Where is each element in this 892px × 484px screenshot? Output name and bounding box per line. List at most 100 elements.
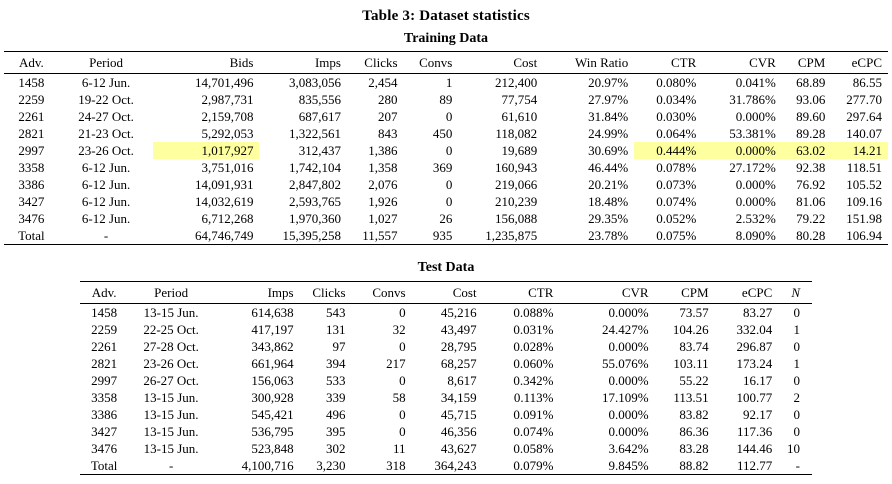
column-header: Clicks — [346, 51, 404, 74]
table-cell: 79.22 — [796, 210, 826, 226]
table-cell: 45,216 — [440, 304, 477, 320]
table-cell: 0 — [399, 406, 406, 422]
table-cell: 86.36 — [679, 423, 709, 439]
table-cell: 0.028% — [513, 338, 554, 354]
table-cell: 3,751,016 — [201, 159, 254, 175]
table-cell: 23-26 Oct. — [78, 142, 134, 158]
table-cell: 3358 — [18, 159, 45, 175]
table-cell: 1,926 — [368, 193, 398, 209]
table-cell: 14,091,931 — [194, 176, 254, 192]
table-cell: 81.06 — [796, 193, 826, 209]
table-cell: 13-15 Jun. — [143, 406, 199, 422]
column-header: Adv. — [80, 281, 129, 304]
table-cell: 4,100,716 — [213, 457, 300, 475]
table-cell: 545,421 — [251, 406, 294, 422]
table-cell: 0.000% — [702, 142, 782, 159]
table-cell: 64,746,749 — [153, 227, 260, 245]
table-cell: 0 — [793, 304, 801, 320]
table-row: 2821 21-23 Oct. 5,292,053 1,322,561 843 450 11… — [4, 125, 888, 142]
table-cell: 26-27 Oct. — [143, 372, 199, 388]
table-cell: 6-12 Jun. — [81, 74, 131, 90]
table-cell: 2.532% — [735, 210, 776, 226]
table-cell: 144.46 — [736, 440, 773, 456]
table-cell: 0.000% — [735, 108, 776, 124]
table-cell: 0.342% — [513, 372, 554, 388]
table-cell: 14,701,496 — [194, 74, 254, 90]
table-cell: 369 — [432, 159, 453, 175]
table-cell: 3.642% — [608, 440, 649, 456]
table-cell: 0.000% — [735, 193, 776, 209]
table-cell: - — [58, 227, 154, 245]
table-cell: 2261 — [91, 338, 118, 354]
table-cell: 77,754 — [501, 91, 538, 107]
training-table-head: Adv. Period Bids Imps Clicks Convs Cost Win Rat… — [4, 51, 888, 74]
table-cell: 687,617 — [298, 108, 341, 124]
table-cell: 496 — [326, 406, 346, 422]
table-cell: 92.17 — [743, 406, 773, 422]
table-cell: 20.97% — [588, 74, 629, 90]
table-cell: 0.000% — [735, 176, 776, 192]
table-cell: 3358 — [91, 389, 118, 405]
table-cell: 0 — [445, 193, 453, 209]
table-cell: 24.427% — [601, 321, 649, 337]
table-cell: 296.87 — [736, 338, 773, 354]
table-cell: 2,454 — [368, 74, 398, 90]
table-cell: 55.22 — [679, 372, 709, 388]
table-cell: 23.78% — [543, 227, 635, 245]
table-cell: 533 — [326, 372, 346, 388]
table-cell: 210,239 — [494, 193, 538, 209]
table-cell: 89 — [439, 91, 453, 107]
header-row: Adv. Period Bids Imps Clicks Convs Cost Win Rat… — [4, 51, 888, 74]
table-cell: 0.078% — [656, 159, 697, 175]
table-cell: 17.109% — [601, 389, 649, 405]
table-cell: 13-15 Jun. — [143, 304, 199, 320]
table-cell: 156,063 — [251, 372, 294, 388]
table-cell: 318 — [351, 457, 412, 475]
table-cell: 27.172% — [729, 159, 776, 175]
table-cell: 58 — [392, 389, 406, 405]
table-cell: 277.70 — [846, 91, 882, 107]
table-cell: 118,082 — [495, 125, 538, 141]
table-cell: 6-12 Jun. — [81, 176, 131, 192]
table-cell: 0.058% — [513, 440, 554, 456]
table-cell: 24.99% — [588, 125, 629, 141]
table-cell: 117.36 — [736, 423, 773, 439]
table-cell: 1 — [445, 74, 453, 90]
table-cell: 543 — [326, 304, 346, 320]
table-row: 2259 22-25 Oct. 417,197 131 32 43,497 0.031% 24… — [80, 321, 812, 338]
table-cell: 31.786% — [729, 91, 776, 107]
table-cell: 23-26 Oct. — [143, 355, 199, 371]
table-cell: Total — [80, 457, 129, 475]
table-cell: 6-12 Jun. — [81, 159, 131, 175]
table-cell: 61,610 — [501, 108, 538, 124]
table-cell: 76.92 — [796, 176, 826, 192]
table-cell: 14.21 — [831, 142, 888, 159]
table-cell: 0 — [793, 406, 801, 422]
table-row: 1458 13-15 Jun. 614,638 543 0 45,216 0.088% 0.0… — [80, 304, 812, 322]
table-cell: 100.77 — [736, 389, 773, 405]
table-cell: 0 — [399, 423, 406, 439]
table-cell: 118.51 — [846, 159, 882, 175]
table-cell: 46,356 — [440, 423, 477, 439]
table-cell: 14,032,619 — [194, 193, 254, 209]
table-cell: 3476 — [18, 210, 45, 226]
table-cell: 3,230 — [299, 457, 352, 475]
table-cell: 13-15 Jun. — [143, 389, 199, 405]
table-cell: 395 — [326, 423, 346, 439]
table-cell: 43,497 — [440, 321, 477, 337]
table-cell: 339 — [326, 389, 346, 405]
test-table-head: Adv. Period Imps Clicks Convs Cost CTR CVR CPM eC… — [80, 281, 812, 304]
table-cell: 45,715 — [440, 406, 477, 422]
table-cell: 83.28 — [679, 440, 709, 456]
table-cell: - — [778, 457, 812, 475]
table-cell: 1458 — [18, 74, 45, 90]
table-cell: 0.000% — [608, 338, 649, 354]
table-row: 3386 6-12 Jun. 14,091,931 2,847,802 2,076 0 21… — [4, 176, 888, 193]
table-cell: 0.074% — [513, 423, 554, 439]
column-header: Clicks — [299, 281, 352, 304]
table-row: 3427 6-12 Jun. 14,032,619 2,593,765 1,926 0 21… — [4, 193, 888, 210]
table-cell: 15,395,258 — [259, 227, 347, 245]
table-cell: 3427 — [91, 423, 118, 439]
column-header: Imps — [213, 281, 300, 304]
table-cell: 0.088% — [513, 304, 554, 320]
